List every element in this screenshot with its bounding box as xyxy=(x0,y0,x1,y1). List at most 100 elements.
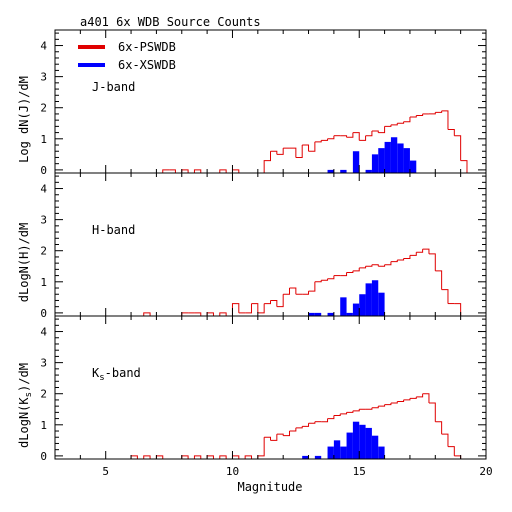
y-tick-label: 1 xyxy=(40,419,47,432)
xswdb-bar xyxy=(359,294,366,316)
pswdb-step xyxy=(270,434,278,441)
pswdb-step xyxy=(270,150,278,155)
xswdb-bar xyxy=(359,424,366,459)
pswdb-step xyxy=(321,278,329,281)
pswdb-step xyxy=(264,300,271,305)
pswdb-step xyxy=(193,169,202,173)
pswdb-step xyxy=(321,418,329,423)
xswdb-bar xyxy=(384,141,391,173)
y-tick-label: 4 xyxy=(40,183,47,196)
panel-2: 0 1 2 3 4 Ks-band dLogN(Ks)/dM xyxy=(17,315,487,463)
y-tick-label: 2 xyxy=(40,245,47,258)
y-tick-label: 2 xyxy=(40,388,47,401)
y-tick-label: 3 xyxy=(40,357,47,370)
y-axis-label: Log dN(J)/dM xyxy=(17,76,31,163)
pswdb-step xyxy=(327,135,335,140)
y-tick-label: 4 xyxy=(40,40,47,53)
pswdb-step xyxy=(143,455,151,459)
pswdb-step xyxy=(371,406,379,409)
panel-0: 0 1 2 3 4 J-band Log dN(J)/dM xyxy=(17,29,487,177)
y-tick-label: 3 xyxy=(40,71,47,84)
pswdb-step xyxy=(416,249,424,253)
pswdb-step xyxy=(428,112,436,115)
legend-label-pswdb: 6x-PSWDB xyxy=(118,40,176,54)
pswdb-step xyxy=(346,410,354,413)
xswdb-bar xyxy=(346,432,353,459)
xswdb-bar xyxy=(314,455,322,459)
pswdb-step xyxy=(409,396,417,399)
pswdb-step xyxy=(365,407,373,410)
pswdb-step xyxy=(289,147,297,158)
band-label: H-band xyxy=(92,223,135,237)
x-tick-label: 20 xyxy=(479,465,492,478)
band-label: J-band xyxy=(92,80,135,94)
xswdb-bar xyxy=(327,446,334,459)
pswdb-step xyxy=(441,433,449,447)
pswdb-step xyxy=(327,415,335,420)
pswdb-step xyxy=(251,303,259,313)
pswdb-step xyxy=(390,123,398,126)
chart-title: a401 6x WDB Source Counts xyxy=(80,15,261,29)
pswdb-step xyxy=(422,248,430,254)
pswdb-step xyxy=(244,455,252,459)
pswdb-step xyxy=(416,113,424,116)
pswdb-step xyxy=(441,289,449,304)
pswdb-step xyxy=(365,131,373,137)
xswdb-bar xyxy=(390,137,398,173)
pswdb-step xyxy=(321,138,329,141)
pswdb-step xyxy=(441,110,449,130)
pswdb-step xyxy=(435,110,443,113)
pswdb-step xyxy=(231,303,240,316)
pswdb-step xyxy=(397,258,405,261)
pswdb-step xyxy=(409,252,417,256)
pswdb-step xyxy=(314,280,322,283)
pswdb-step xyxy=(409,115,417,118)
pswdb-step xyxy=(340,272,348,277)
y-axis-label: dLogN(Ks)/dM xyxy=(17,363,34,448)
y-tick-label: 2 xyxy=(40,102,47,115)
pswdb-step xyxy=(302,291,310,295)
pswdb-step xyxy=(340,412,348,415)
pswdb-step xyxy=(219,312,227,316)
pswdb-step xyxy=(390,401,398,404)
xswdb-bar xyxy=(365,427,372,459)
pswdb-step xyxy=(403,398,411,401)
xswdb-bar xyxy=(378,292,385,316)
pswdb-step xyxy=(346,270,354,273)
pswdb-step xyxy=(384,403,392,406)
pswdb-step xyxy=(327,275,335,280)
pswdb-step xyxy=(162,169,170,173)
xswdb-bar xyxy=(403,148,410,173)
y-tick-label: 1 xyxy=(40,133,47,146)
pswdb-step xyxy=(435,270,443,290)
pswdb-step xyxy=(403,117,411,123)
y-axis-label: dLogN(H)/dM xyxy=(17,223,31,302)
x-tick-label: 5 xyxy=(102,465,109,478)
pswdb-step xyxy=(371,130,379,133)
pswdb-step xyxy=(346,132,354,138)
xswdb-bar xyxy=(340,446,347,459)
pswdb-step xyxy=(428,253,436,271)
panel-frame xyxy=(54,172,487,317)
xswdb-bar xyxy=(409,160,417,173)
xswdb-bar xyxy=(371,280,379,316)
pswdb-step xyxy=(219,455,227,459)
pswdb-step xyxy=(454,303,462,316)
x-axis-label: Magnitude xyxy=(237,480,302,494)
pswdb-step xyxy=(219,169,227,173)
xswdb-bar xyxy=(327,169,334,173)
y-tick-label: 4 xyxy=(40,326,47,339)
xswdb-bar xyxy=(371,154,379,173)
legend-label-xswdb: 6x-XSWDB xyxy=(118,58,176,72)
pswdb-step xyxy=(257,303,265,314)
xswdb-bar xyxy=(308,312,315,316)
pswdb-step xyxy=(397,121,405,124)
pswdb-step xyxy=(308,141,316,152)
pswdb-step xyxy=(378,264,386,267)
pswdb-step xyxy=(194,312,202,316)
panels: 0 1 2 3 4 J-band Log dN(J)/dM 0 1 2 3 4 H-band dLogN(… xyxy=(17,29,493,478)
pswdb-step xyxy=(384,261,392,266)
xswdb-bar xyxy=(314,312,322,316)
pswdb-step xyxy=(359,135,367,141)
